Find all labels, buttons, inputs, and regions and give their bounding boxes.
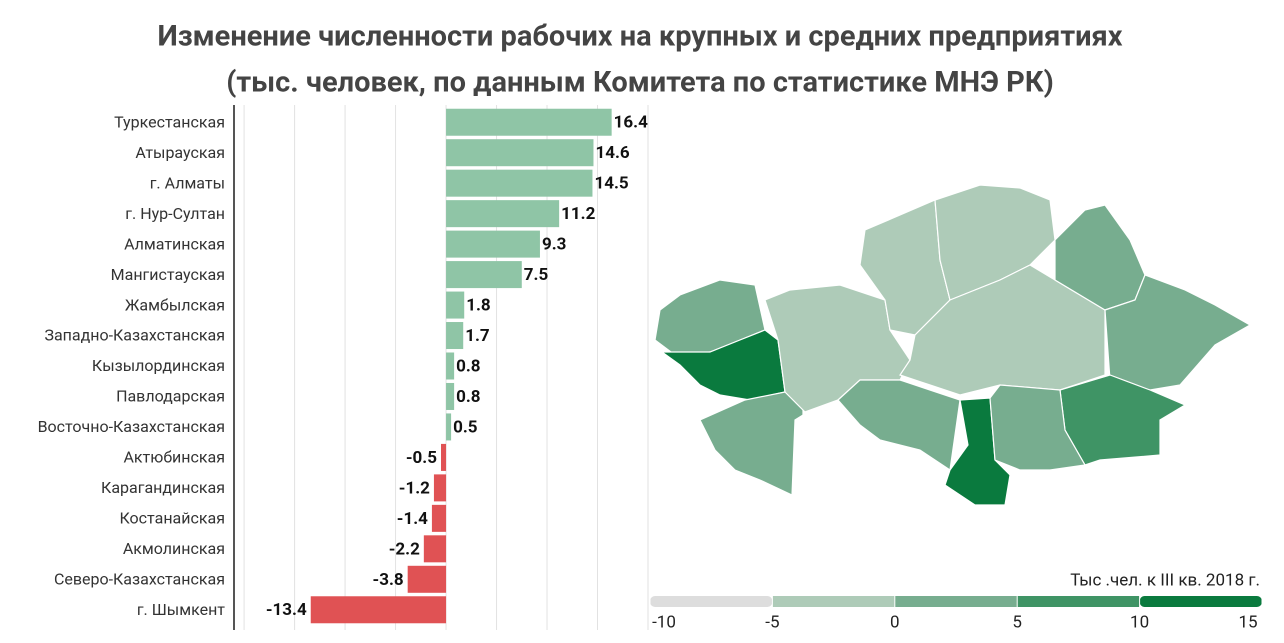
legend-tick-label: 5 [1012, 612, 1022, 632]
bar [310, 596, 447, 624]
map-region [1059, 374, 1187, 466]
data-label: 1.7 [465, 326, 490, 346]
legend-swatch [650, 596, 773, 607]
data-label: 16.4 [614, 113, 648, 133]
bar [423, 535, 447, 563]
bar [446, 261, 522, 289]
data-label: -2.2 [389, 539, 420, 559]
category-label: Костанайская [119, 509, 225, 528]
legend-tick-label: -5 [765, 612, 779, 632]
data-label: -1.4 [397, 509, 428, 529]
category-label: Акмолинская [123, 539, 225, 558]
data-label: -0.5 [406, 448, 437, 468]
map-region [837, 379, 961, 472]
data-label: 11.2 [561, 204, 595, 224]
legend-tick-label: 0 [890, 612, 900, 632]
data-label: 0.8 [456, 356, 480, 376]
data-label: 14.6 [595, 143, 629, 163]
bar [433, 474, 447, 502]
bar [446, 108, 612, 136]
category-label: Восточно-Казахстанская [38, 417, 225, 436]
bar [446, 322, 464, 350]
bar [446, 413, 452, 441]
bar [446, 230, 540, 258]
legend-tick-label: -10 [652, 612, 676, 632]
legend-swatch [1139, 596, 1262, 607]
legend-swatch [894, 596, 1018, 607]
data-label: 0.5 [453, 417, 478, 437]
legend-swatch [772, 596, 895, 607]
legend-swatch [1017, 596, 1140, 607]
legend-tick-label: 15 [1238, 612, 1257, 632]
category-label: Туркестанская [114, 112, 225, 131]
category-label: Мангистауская [111, 265, 225, 284]
category-label: Кызылординская [92, 356, 225, 375]
data-label: -13.4 [266, 600, 307, 620]
category-label: Актюбинская [123, 448, 225, 467]
legend-tick-label: 10 [1130, 612, 1149, 632]
bar [431, 504, 447, 532]
category-label: г. Алматы [150, 173, 225, 192]
map-region [934, 184, 1056, 301]
data-label: -1.2 [399, 478, 430, 498]
chart-title: Изменение численности рабочих на крупных… [157, 20, 1122, 54]
bar [441, 443, 447, 471]
data-label: 9.3 [542, 235, 566, 255]
map-region [989, 384, 1086, 471]
bar [446, 200, 560, 228]
legend-title: Тыс .чел. к III кв. 2018 г. [1070, 570, 1260, 590]
category-label: Западно-Казахстанская [44, 326, 225, 345]
map [654, 184, 1252, 506]
data-label: 1.8 [466, 296, 490, 316]
category-label: Атырауская [135, 143, 225, 162]
category-label: г. Нур-Султан [125, 204, 225, 223]
category-label: Северо-Казахстанская [54, 570, 225, 589]
map-region [699, 389, 804, 496]
data-label: 7.5 [524, 265, 549, 285]
data-label: 0.8 [456, 387, 480, 407]
data-label: 14.5 [594, 174, 628, 194]
bar [446, 352, 455, 380]
bar [446, 139, 594, 167]
category-label: Жамбылская [125, 295, 225, 314]
bar [446, 169, 593, 197]
data-label: -3.8 [373, 570, 404, 590]
chart-subtitle: (тыс. человек, по данным Комитета по ста… [226, 66, 1054, 100]
category-label: г. Шымкент [137, 600, 225, 619]
category-label: Карагандинская [101, 478, 225, 497]
bar [446, 382, 455, 410]
bar [407, 565, 447, 593]
bar [446, 291, 465, 319]
category-label: Павлодарская [116, 387, 225, 406]
category-label: Алматинская [124, 234, 225, 253]
